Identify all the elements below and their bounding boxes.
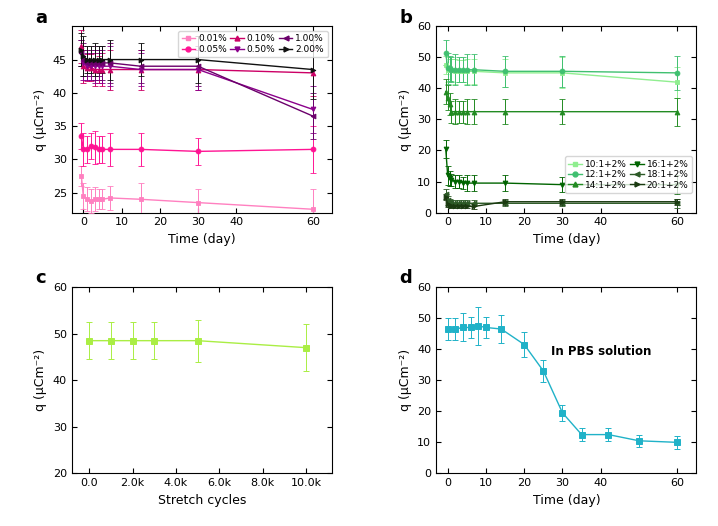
X-axis label: Time (day): Time (day) — [168, 233, 236, 246]
Legend: 0.01%, 0.05%, 0.10%, 0.50%, 1.00%, 2.00%: 0.01%, 0.05%, 0.10%, 0.50%, 1.00%, 2.00% — [178, 31, 327, 57]
Y-axis label: q (μCm⁻²): q (μCm⁻²) — [398, 349, 411, 411]
Text: In PBS solution: In PBS solution — [551, 346, 651, 358]
Text: a: a — [35, 8, 47, 27]
Legend: 10:1+2%, 12:1+2%, 14:1+2%, 16:1+2%, 18:1+2%, 20:1+2%: 10:1+2%, 12:1+2%, 14:1+2%, 16:1+2%, 18:1… — [565, 156, 692, 193]
X-axis label: Stretch cycles: Stretch cycles — [158, 494, 246, 507]
Y-axis label: q (μCm⁻²): q (μCm⁻²) — [34, 349, 47, 411]
Text: c: c — [35, 269, 46, 287]
X-axis label: Time (day): Time (day) — [533, 494, 600, 507]
Text: d: d — [400, 269, 413, 287]
X-axis label: Time (day): Time (day) — [533, 233, 600, 246]
Y-axis label: q (μCm⁻²): q (μCm⁻²) — [398, 88, 411, 150]
Text: b: b — [400, 8, 413, 27]
Y-axis label: q (μCm⁻²): q (μCm⁻²) — [34, 88, 47, 150]
